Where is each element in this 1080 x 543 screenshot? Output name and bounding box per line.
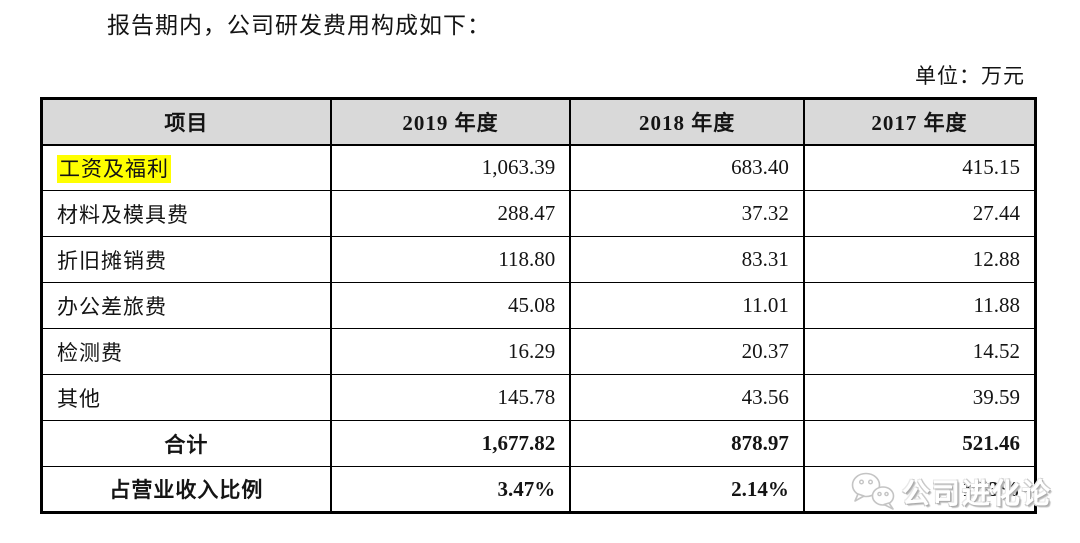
row-label: 办公差旅费 (40, 282, 332, 329)
value-cell: 118.80 (329, 236, 572, 283)
value-cell: 415.15 (802, 144, 1037, 191)
row-label: 合计 (40, 420, 332, 467)
value-cell: 3.47% (329, 466, 572, 513)
column-header: 项目 (40, 98, 332, 146)
row-label: 占营业收入比例 (40, 466, 332, 513)
value-cell: 1,063.39 (329, 144, 572, 191)
highlighted-row-label: 工资及福利 (57, 154, 171, 183)
table-row: 工资及福利 1,063.39 683.40 415.15 (40, 144, 1037, 191)
table-header-row: 项目 2019 年度 2018 年度 2017 年度 (40, 98, 1037, 146)
intro-text: 报告期内，公司研发费用构成如下： (107, 13, 491, 38)
table-row: 办公差旅费 45.08 11.01 11.88 (40, 282, 1037, 329)
rd-expense-table: 项目 2019 年度 2018 年度 2017 年度 工资及福利 1,063.39 683… (40, 97, 1037, 514)
row-label: 材料及模具费 (40, 190, 332, 237)
unit-label: 单位：万元 (915, 64, 1025, 88)
table-row: 其他 145.78 43.56 39.59 (40, 374, 1037, 421)
value-cell: 45.08 (329, 282, 572, 329)
table-row: 检测费 16.29 20.37 14.52 (40, 328, 1037, 375)
row-label: 工资及福利 (40, 144, 332, 191)
value-cell: 11.01 (569, 282, 805, 329)
value-cell: 12.88 (802, 236, 1037, 283)
value-cell: 521.46 (802, 420, 1037, 467)
value-cell: 39.59 (802, 374, 1037, 421)
table-row: 折旧摊销费 118.80 83.31 12.88 (40, 236, 1037, 283)
column-header: 2019 年度 (329, 98, 572, 146)
row-label: 其他 (40, 374, 332, 421)
value-cell: 37.32 (569, 190, 805, 237)
summary-row: 占营业收入比例 3.47% 2.14% 1.53% (40, 466, 1037, 513)
value-cell: 83.31 (569, 236, 805, 283)
value-cell: 683.40 (569, 144, 805, 191)
value-cell: 27.44 (802, 190, 1037, 237)
value-cell: 11.88 (802, 282, 1037, 329)
value-cell: 14.52 (802, 328, 1037, 375)
summary-row: 合计 1,677.82 878.97 521.46 (40, 420, 1037, 467)
value-cell: 1,677.82 (329, 420, 572, 467)
value-cell: 2.14% (569, 466, 805, 513)
column-header: 2017 年度 (802, 98, 1037, 146)
value-cell: 145.78 (329, 374, 572, 421)
value-cell: 878.97 (569, 420, 805, 467)
table-row: 材料及模具费 288.47 37.32 27.44 (40, 190, 1037, 237)
row-label: 折旧摊销费 (40, 236, 332, 283)
row-label: 检测费 (40, 328, 332, 375)
value-cell: 16.29 (329, 328, 572, 375)
value-cell: 43.56 (569, 374, 805, 421)
value-cell: 288.47 (329, 190, 572, 237)
column-header: 2018 年度 (569, 98, 805, 146)
value-cell: 1.53% (802, 466, 1037, 513)
value-cell: 20.37 (569, 328, 805, 375)
